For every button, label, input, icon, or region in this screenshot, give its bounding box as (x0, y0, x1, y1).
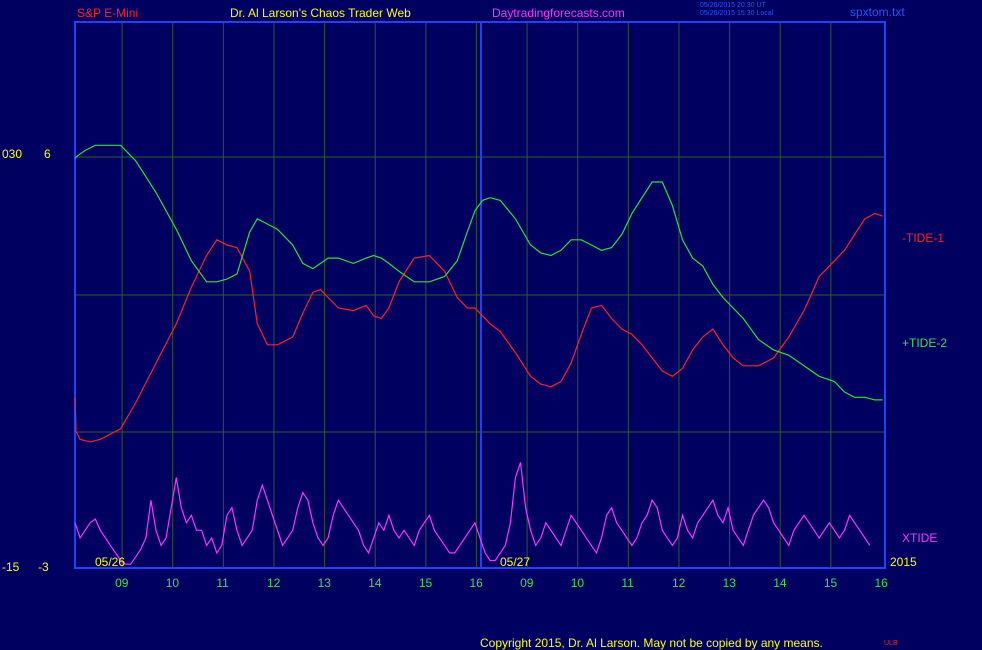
x-tick-label: 13 (722, 576, 736, 590)
stamp-ut: 05/26/2015 20:30 UT (700, 2, 766, 9)
x-tick-label: 16 (874, 576, 888, 590)
y-label-lower-inner: -3 (38, 560, 49, 574)
x-tick-label: 14 (773, 576, 787, 590)
x-tick-label: 10 (570, 576, 585, 590)
data-file-name: spxtom.txt (850, 5, 905, 19)
legend-tide-2: +TIDE-2 (902, 336, 948, 350)
date-label-2: 05/27 (500, 555, 531, 569)
y-label-lower-outer: -15 (2, 560, 20, 574)
y-label-upper-outer: 030 (2, 147, 23, 161)
x-tick-label: 15 (418, 576, 433, 590)
tide-1-line (74, 212, 883, 443)
stamp-local: 05/26/2015 15:30 Local (700, 10, 774, 17)
legend-tide-1: -TIDE-1 (902, 231, 944, 245)
copyright-notice: Copyright 2015, Dr. Al Larson. May not b… (480, 636, 823, 650)
x-tick-label: 15 (823, 576, 838, 590)
xtide-line (74, 462, 871, 565)
x-tick-label: 14 (368, 576, 382, 590)
y-label-upper-inner: 6 (44, 147, 51, 161)
x-tick-label: 10 (165, 576, 180, 590)
domain-title[interactable]: Daytradingforecasts.com (492, 6, 625, 20)
site-title: Dr. Al Larson's Chaos Trader Web (230, 6, 411, 20)
year-label: 2015 (890, 555, 917, 569)
legend-xtide: XTIDE (902, 531, 938, 545)
x-tick-label: 12 (671, 576, 686, 590)
x-tick-label: 16 (469, 576, 483, 590)
x-tick-label: 09 (115, 576, 129, 590)
x-tick-label: 13 (317, 576, 331, 590)
chart-series (74, 144, 883, 565)
date-label-1: 05/26 (95, 555, 126, 569)
x-tick-label: 11 (621, 576, 634, 590)
ulb-mark: ULB (884, 640, 898, 647)
tide-2-line (74, 144, 883, 401)
x-tick-label: 11 (216, 576, 229, 590)
instrument-title: S&P E-Mini (77, 6, 139, 20)
x-tick-label: 09 (520, 576, 534, 590)
x-tick-label: 12 (266, 576, 281, 590)
